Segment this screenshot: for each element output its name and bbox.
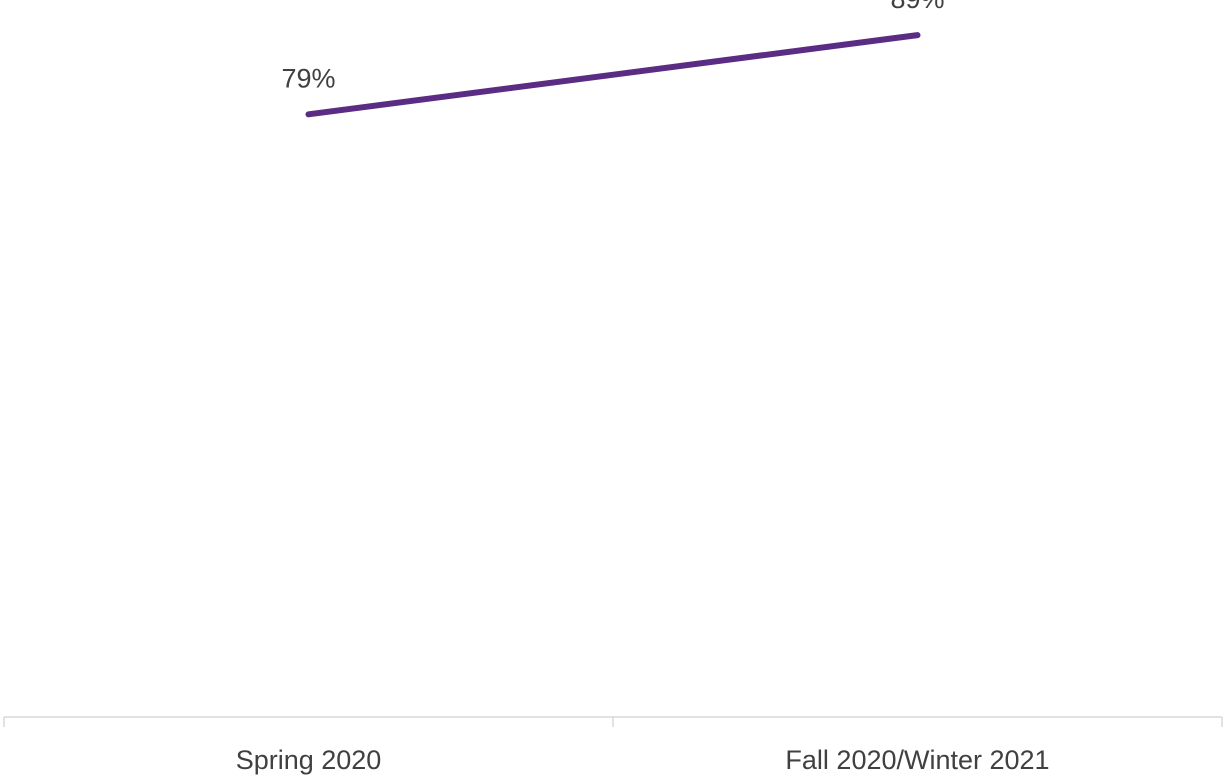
- data-label: 79%: [281, 63, 335, 93]
- plot-area: 79% 89%: [281, 0, 945, 118]
- data-label: 89%: [890, 0, 944, 14]
- x-tick-label: Spring 2020: [236, 745, 382, 775]
- x-tick-label: Fall 2020/Winter 2021: [785, 745, 1049, 775]
- x-axis: Spring 2020 Fall 2020/Winter 2021: [3, 716, 1223, 775]
- series-line: [305, 32, 921, 118]
